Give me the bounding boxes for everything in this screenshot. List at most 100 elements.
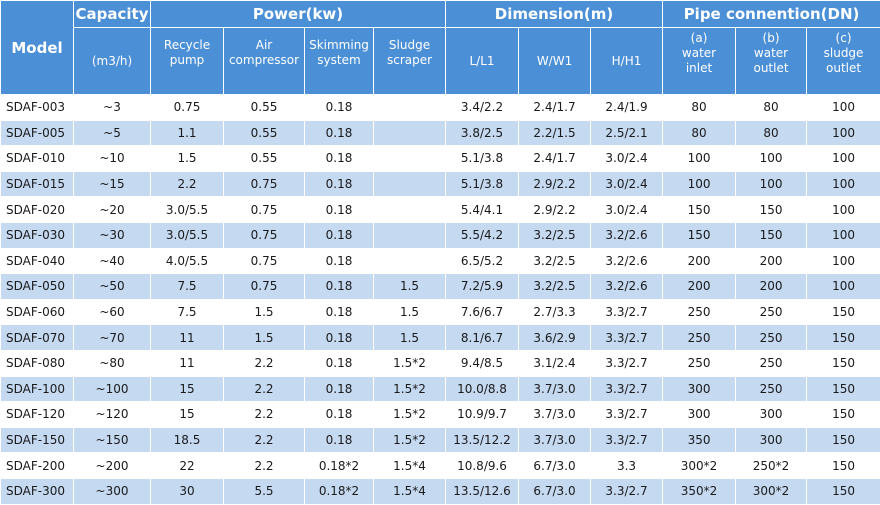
water-outlet-cell: 250*2 — [736, 453, 807, 479]
water-inlet-cell: 250 — [663, 325, 736, 351]
height-cell: 3.0/2.4 — [591, 171, 663, 197]
sludge-outlet-cell: 150 — [807, 427, 880, 453]
air-compressor-cell: 0.75 — [224, 197, 305, 223]
skimming-system-cell: 0.18 — [305, 248, 374, 274]
height-cell: 2.4/1.9 — [591, 95, 663, 121]
water-inlet-cell: 100 — [663, 146, 736, 172]
sludge-scraper-cell — [374, 120, 446, 146]
width-cell: 2.9/2.2 — [519, 197, 591, 223]
water-outlet-cell: 150 — [736, 197, 807, 223]
recycle-pump-cell: 3.0/5.5 — [151, 222, 224, 248]
width-cell: 2.7/3.3 — [519, 299, 591, 325]
skimming-system-cell: 0.18 — [305, 222, 374, 248]
water-inlet-cell: 300 — [663, 376, 736, 402]
sludge-scraper-cell: 1.5*4 — [374, 453, 446, 479]
recycle-pump-cell: 11 — [151, 350, 224, 376]
water-inlet-cell: 350 — [663, 427, 736, 453]
sludge-scraper-cell — [374, 95, 446, 121]
capacity-cell: ~5 — [74, 120, 151, 146]
height-cell: 3.2/2.6 — [591, 222, 663, 248]
recycle-pump-cell: 18.5 — [151, 427, 224, 453]
sludge-scraper-cell — [374, 222, 446, 248]
length-cell: 10.8/9.6 — [446, 453, 519, 479]
height-header: H/H1 — [591, 28, 663, 95]
sludge-outlet-cell: 100 — [807, 146, 880, 172]
capacity-cell: ~300 — [74, 478, 151, 504]
air-compressor-cell: 0.75 — [224, 171, 305, 197]
water-outlet-cell: 80 — [736, 95, 807, 121]
length-cell: 13.5/12.2 — [446, 427, 519, 453]
length-cell: 5.1/3.8 — [446, 146, 519, 172]
length-cell: 10.0/8.8 — [446, 376, 519, 402]
air-compressor-cell: 0.55 — [224, 146, 305, 172]
model-cell: SDAF-003 — [1, 95, 74, 121]
length-cell: 5.5/4.2 — [446, 222, 519, 248]
sludge-outlet-cell: 100 — [807, 274, 880, 300]
height-cell: 3.3/2.7 — [591, 402, 663, 428]
air-compressor-cell: 2.2 — [224, 376, 305, 402]
water-outlet-cell: 80 — [736, 120, 807, 146]
model-cell: SDAF-200 — [1, 453, 74, 479]
skimming-system-cell: 0.18 — [305, 171, 374, 197]
recycle-pump-cell: 11 — [151, 325, 224, 351]
width-cell: 6.7/3.0 — [519, 478, 591, 504]
sludge-scraper-cell: 1.5 — [374, 274, 446, 300]
skimming-system-cell: 0.18 — [305, 146, 374, 172]
water-inlet-cell: 350*2 — [663, 478, 736, 504]
sludge-outlet-cell: 100 — [807, 171, 880, 197]
model-cell: SDAF-120 — [1, 402, 74, 428]
water-outlet-cell: 200 — [736, 274, 807, 300]
sludge-scraper-cell — [374, 197, 446, 223]
length-cell: 10.9/9.7 — [446, 402, 519, 428]
recycle-pump-cell: 0.75 — [151, 95, 224, 121]
skimming-system-cell: 0.18 — [305, 120, 374, 146]
width-cell: 3.7/3.0 — [519, 427, 591, 453]
model-cell: SDAF-080 — [1, 350, 74, 376]
width-cell: 3.2/2.5 — [519, 274, 591, 300]
width-cell: 3.6/2.9 — [519, 325, 591, 351]
air-compressor-cell: 0.55 — [224, 120, 305, 146]
capacity-header: Capacity — [74, 1, 151, 28]
sludge-outlet-cell: 150 — [807, 478, 880, 504]
height-cell: 2.5/2.1 — [591, 120, 663, 146]
sludge-outlet-cell: 150 — [807, 376, 880, 402]
water-inlet-cell: 200 — [663, 274, 736, 300]
recycle-pump-cell: 22 — [151, 453, 224, 479]
water-inlet-cell: 250 — [663, 299, 736, 325]
sludge-scraper-cell — [374, 248, 446, 274]
air-compressor-cell: 2.2 — [224, 427, 305, 453]
height-cell: 3.3 — [591, 453, 663, 479]
water-outlet-cell: 250 — [736, 376, 807, 402]
water-outlet-cell: 100 — [736, 171, 807, 197]
recycle-pump-cell: 15 — [151, 402, 224, 428]
skimming-system-cell: 0.18 — [305, 299, 374, 325]
height-cell: 3.3/2.7 — [591, 325, 663, 351]
capacity-unit-header: (m3/h) — [74, 28, 151, 95]
width-cell: 2.4/1.7 — [519, 146, 591, 172]
length-cell: 5.4/4.1 — [446, 197, 519, 223]
model-cell: SDAF-015 — [1, 171, 74, 197]
width-cell: 3.2/2.5 — [519, 248, 591, 274]
recycle-pump-cell: 3.0/5.5 — [151, 197, 224, 223]
air-compressor-cell: 0.55 — [224, 95, 305, 121]
power-header: Power(kw) — [151, 1, 446, 28]
water-outlet-cell: 150 — [736, 222, 807, 248]
water-outlet-cell: 250 — [736, 350, 807, 376]
width-cell: 2.4/1.7 — [519, 95, 591, 121]
sludge-outlet-cell: 150 — [807, 350, 880, 376]
water-inlet-cell: 100 — [663, 171, 736, 197]
sludge-outlet-cell: 100 — [807, 120, 880, 146]
length-cell: 8.1/6.7 — [446, 325, 519, 351]
